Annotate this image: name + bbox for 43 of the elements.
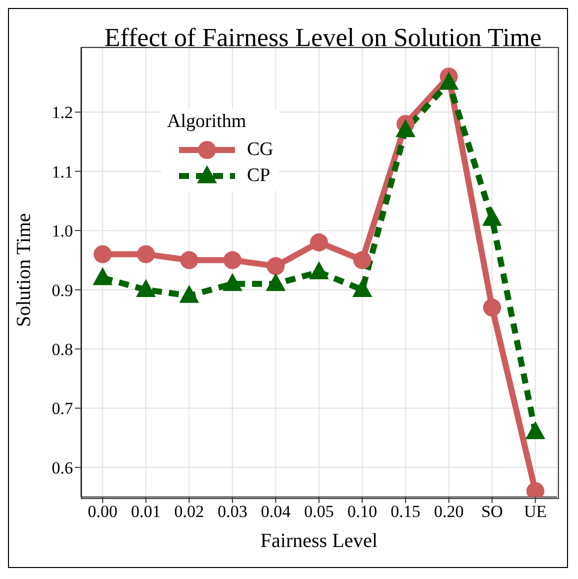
y-tick-label: 1.1 [52,162,73,182]
point [92,267,113,286]
y-axis-title: Solution Time [13,212,36,327]
point [94,245,112,264]
point [396,119,416,138]
y-tick-label: 0.9 [52,280,73,300]
point [310,233,328,252]
legend-label: CP [247,165,270,187]
x-tick-label: UE [524,502,547,522]
x-tick-label: 0.00 [88,502,118,522]
x-axis-title: Fairness Level [260,530,378,552]
point [223,251,242,270]
y-tick-label: 0.6 [52,458,73,478]
point [525,421,546,440]
y-tick-label: 1.0 [52,222,73,241]
point [483,298,502,317]
y-tick-label: 0.8 [52,340,73,360]
point [438,72,459,90]
point [266,257,285,276]
point [222,273,242,292]
legend-title: Algorithm [167,111,248,133]
point [179,284,200,303]
x-tick-label: 0.10 [347,502,378,522]
point [136,278,156,297]
x-tick-label: 0.04 [260,502,292,522]
x-tick-label: 0.01 [131,502,161,522]
point [352,278,372,297]
y-tick-label: 1.2 [52,103,73,122]
point [309,261,329,280]
point [136,245,155,264]
point [180,251,198,270]
x-tick-label: SO [481,502,503,522]
x-tick-label: 0.15 [390,502,420,522]
point [482,208,502,226]
x-tick-label: 0.03 [218,502,248,522]
x-tick-label: 0.20 [434,502,464,522]
x-tick-label: 0.05 [304,502,334,522]
point [266,273,286,292]
legend-label: CG [247,139,274,161]
y-tick-label: 0.7 [52,399,74,418]
point [353,251,372,270]
chart-title: Effect of Fairness Level on Solution Time [103,23,543,53]
x-tick-label: 0.02 [174,502,204,522]
